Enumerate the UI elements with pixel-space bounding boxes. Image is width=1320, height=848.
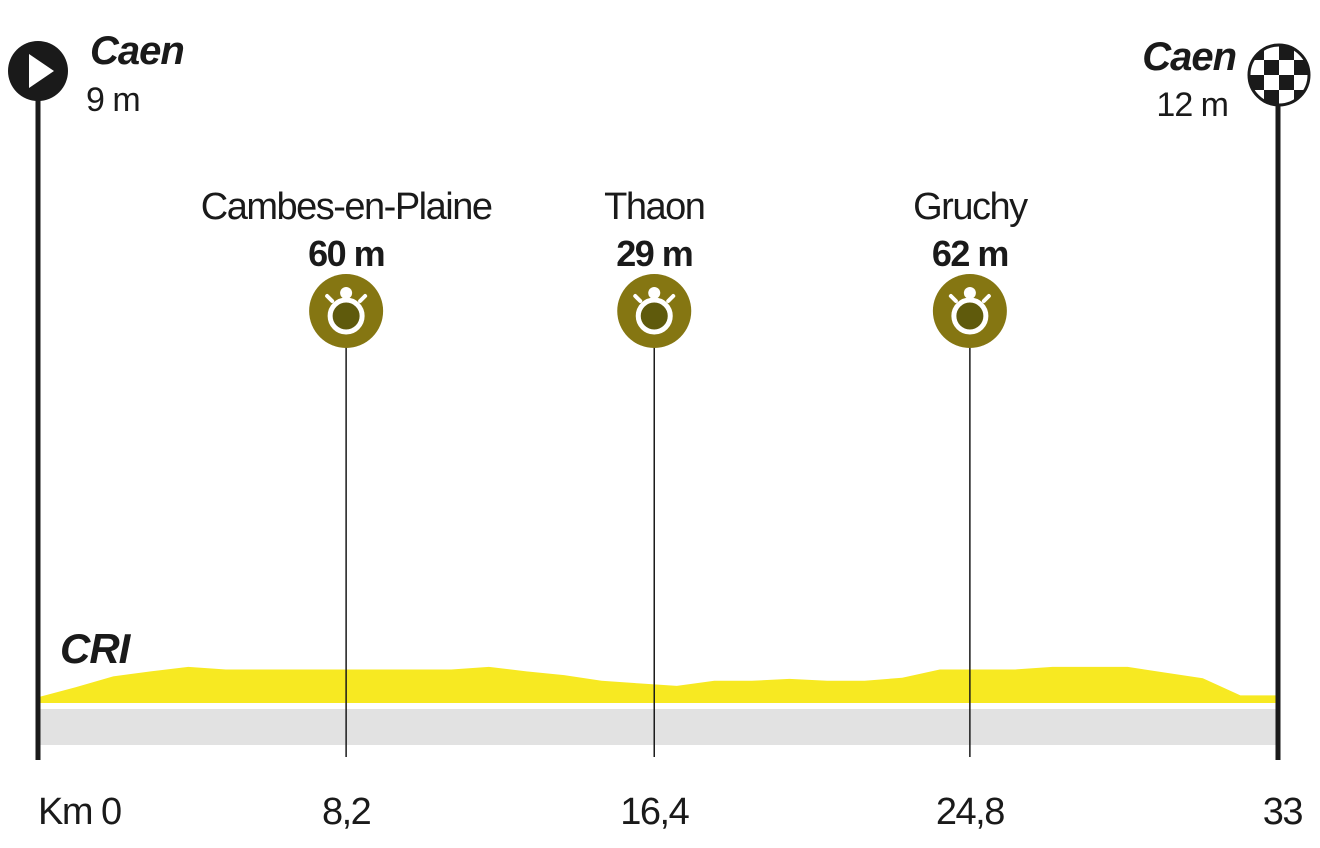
start-marker <box>8 41 68 101</box>
checker-cell <box>1249 75 1264 90</box>
stopwatch-icon <box>617 274 692 348</box>
checker-cell <box>1294 90 1309 105</box>
checker-cell <box>1279 45 1294 60</box>
km-tick-label: 33 <box>1263 791 1303 833</box>
checkpoint-2: Thaon 29 m <box>604 186 706 757</box>
checker-cell <box>1249 60 1264 75</box>
checker-cell <box>1249 90 1264 105</box>
checker-cell <box>1294 45 1309 60</box>
stopwatch-icon <box>309 274 384 348</box>
checkpoint-1: Cambes-en-Plaine 60 m <box>201 186 493 757</box>
checker-cell <box>1264 90 1279 105</box>
checker-cell <box>1294 75 1309 90</box>
stage-type-label: CRI <box>60 625 132 672</box>
finish-altitude: 12 m <box>1156 86 1228 124</box>
finish-city-name: Caen <box>1142 35 1236 79</box>
checker-cell <box>1279 60 1294 75</box>
km-tick-label: 16,4 <box>620 791 689 833</box>
play-icon-triangle <box>29 54 54 88</box>
checkered-flag-icon <box>1247 43 1311 107</box>
checkpoint-3: Gruchy 62 m <box>913 186 1030 757</box>
km-tick-label: 24,8 <box>936 791 1004 833</box>
km-axis: Km 0 8,2 16,4 24,8 33 <box>38 791 1304 833</box>
checkpoint-altitude: 29 m <box>616 233 692 274</box>
start-city-name: Caen <box>90 29 184 73</box>
checker-cell <box>1264 60 1279 75</box>
checkpoint-name: Thaon <box>604 186 704 228</box>
base-band <box>38 709 1278 745</box>
km-tick-label: Km 0 <box>38 791 121 833</box>
stopwatch-icon <box>932 274 1007 348</box>
checker-cell <box>1279 90 1294 105</box>
elevation-profile-area <box>38 666 1278 703</box>
checker-cell <box>1249 45 1264 60</box>
checker-cell <box>1264 45 1279 60</box>
checkpoint-altitude: 60 m <box>308 233 384 274</box>
checker-cell <box>1294 60 1309 75</box>
checker-cell <box>1279 75 1294 90</box>
km-tick-label: 8,2 <box>322 791 371 833</box>
checkpoint-altitude: 62 m <box>932 233 1008 274</box>
checkpoints-group: Cambes-en-Plaine 60 m Thaon 29 m Gruchy 62 m <box>201 186 1030 757</box>
start-altitude: 9 m <box>86 81 140 119</box>
checkpoint-name: Cambes-en-Plaine <box>201 186 492 228</box>
checker-cell <box>1264 75 1279 90</box>
checkpoint-name: Gruchy <box>913 186 1028 228</box>
